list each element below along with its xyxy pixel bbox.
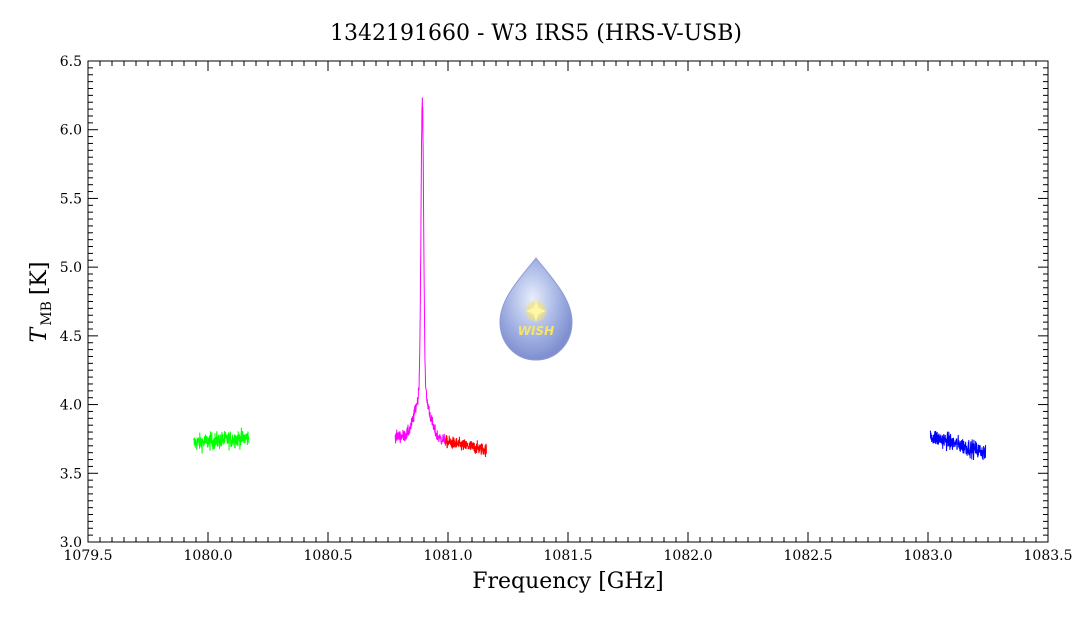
x-tick-labels: 1079.5 1080.0 1080.5 1081.0 1081.5 1082.0 1082… <box>64 548 1072 564</box>
wish-logo: WISH <box>499 257 573 361</box>
y-tick-label: 3.5 <box>60 466 82 482</box>
y-axis-label-unit: [K] <box>27 262 52 296</box>
spectrum-series-4 <box>929 430 987 461</box>
x-tick-label: 1083.0 <box>904 548 953 564</box>
y-tick-label: 6.0 <box>60 123 82 139</box>
y-axis-label-main: T <box>27 325 52 342</box>
y-tick-label: 3.0 <box>60 535 82 551</box>
x-tick-label: 1081.5 <box>544 548 593 564</box>
y-tick-label: 4.0 <box>60 398 82 414</box>
x-tick-label: 1080.5 <box>304 548 353 564</box>
y-axis-label-sub: MB <box>39 301 55 326</box>
y-tick-label: 5.5 <box>60 191 82 207</box>
y-tick-label: 6.5 <box>60 54 82 70</box>
wish-logo-text: WISH <box>518 324 554 338</box>
axis-ticks <box>87 60 1049 543</box>
x-tick-label: 1083.5 <box>1024 548 1072 564</box>
series-layer <box>193 97 987 461</box>
x-axis-label: Frequency [GHz] <box>472 569 664 594</box>
x-tick-label: 1082.5 <box>784 548 833 564</box>
chart-title: 1342191660 - W3 IRS5 (HRS-V-USB) <box>330 21 742 46</box>
spectrum-series-3 <box>445 435 487 457</box>
spectrum-series-2 <box>394 97 447 446</box>
plot-frame <box>87 60 1049 543</box>
y-tick-labels: 3.0 3.5 4.0 4.5 5.0 5.5 6.0 6.5 <box>60 54 82 551</box>
spectrum-series-1 <box>193 427 250 454</box>
x-tick-label: 1082.0 <box>664 548 713 564</box>
y-tick-label: 4.5 <box>60 329 82 345</box>
x-tick-label: 1080.0 <box>184 548 233 564</box>
y-tick-label: 5.0 <box>60 260 82 276</box>
x-tick-label: 1079.5 <box>64 548 113 564</box>
y-axis-label: TMB [K] <box>27 262 55 343</box>
x-tick-label: 1081.0 <box>424 548 473 564</box>
svg-text:TMB[K]: TMB [K] <box>27 262 55 343</box>
